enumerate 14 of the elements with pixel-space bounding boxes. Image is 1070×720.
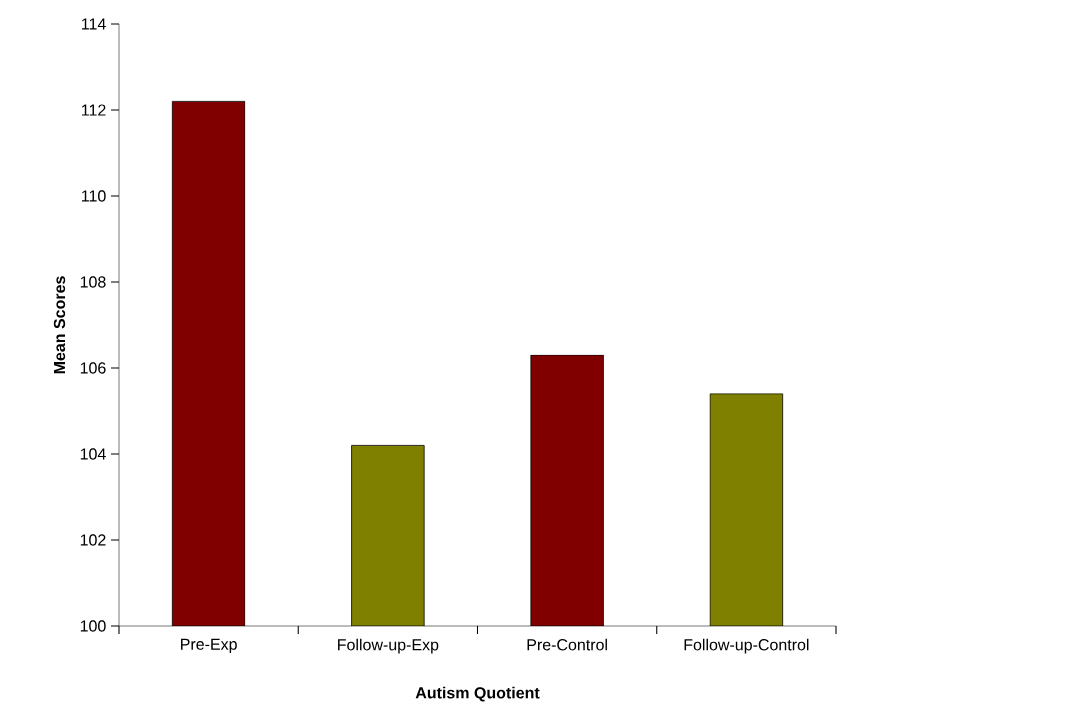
y-tick-label: 106	[80, 362, 106, 374]
x-tick-label: Follow-up-Exp	[338, 638, 439, 654]
y-tick-label: 110	[82, 190, 106, 202]
y-tick-label: 114	[82, 18, 106, 30]
x-tick-label: Pre-Exp	[181, 638, 237, 654]
x-tick-label: Follow-up-Control	[684, 638, 809, 654]
x-axis-title: Autism Quotient	[415, 686, 540, 702]
x-tick-label: Pre-Control	[527, 638, 607, 651]
y-axis-title: Mean Scores	[53, 276, 66, 374]
y-tick-label: 108	[80, 276, 106, 288]
y-tick-label: 102	[80, 534, 106, 546]
y-tick-label: 100	[80, 620, 106, 632]
y-tick-label: 104	[80, 448, 106, 460]
y-tick-label: 112	[82, 104, 106, 116]
